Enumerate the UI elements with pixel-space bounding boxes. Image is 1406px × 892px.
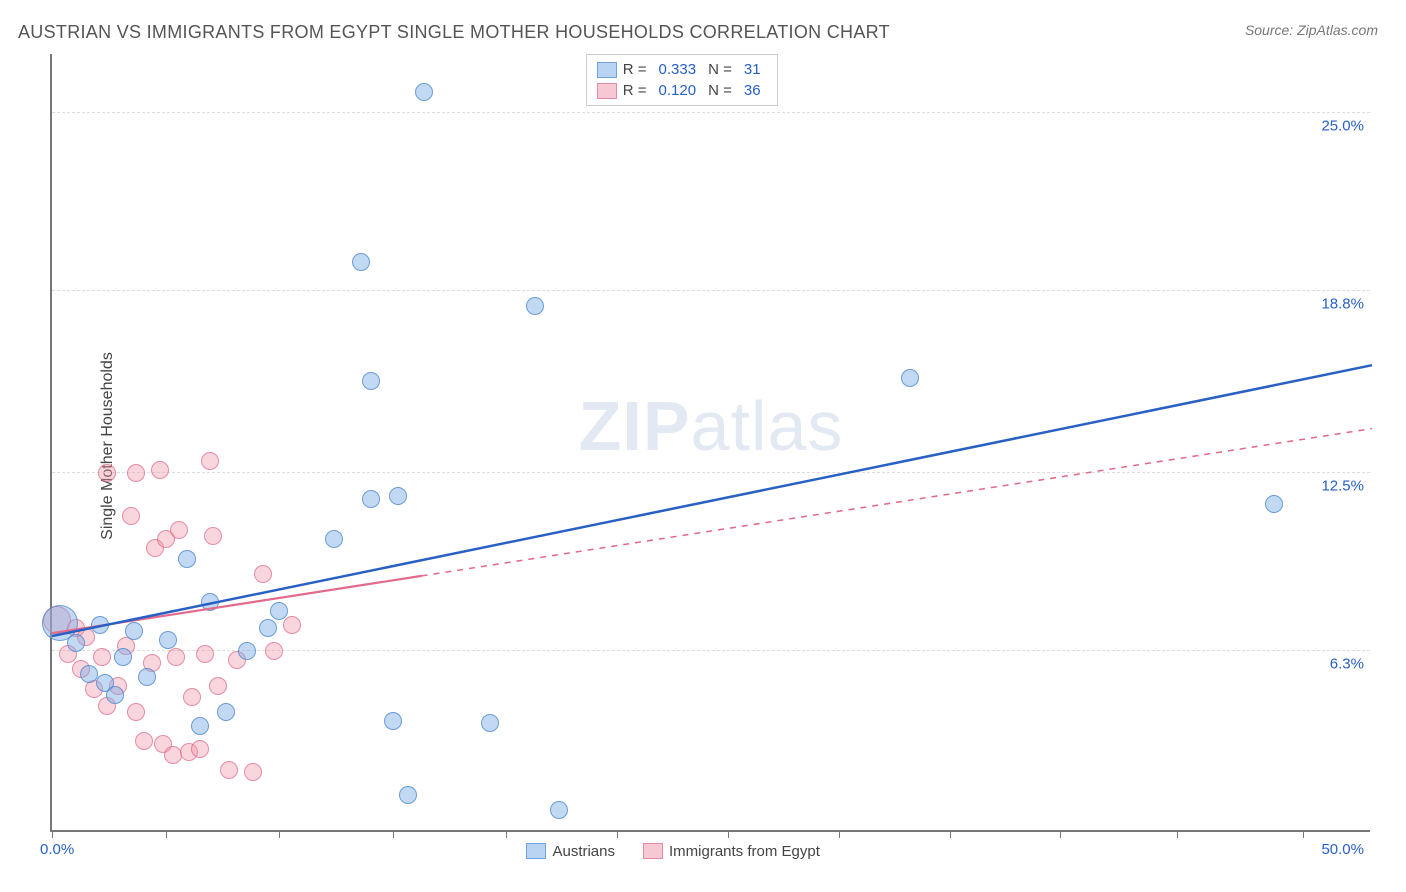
data-point [283,616,301,634]
data-point [167,648,185,666]
x-tick [52,830,53,838]
x-tick [839,830,840,838]
data-point [550,801,568,819]
n-value-b: 36 [744,82,761,99]
legend-item-b: Immigrants from Egypt [643,843,820,860]
x-tick [279,830,280,838]
data-point [151,461,169,479]
data-point [352,253,370,271]
data-point [127,703,145,721]
data-point [217,703,235,721]
legend-label-a: Austrians [552,843,615,860]
data-point [106,686,124,704]
x-tick [506,830,507,838]
data-point [127,464,145,482]
x-axis-min-label: 0.0% [40,841,74,858]
data-point [220,761,238,779]
x-tick [166,830,167,838]
legend-row-b: R = 0.120 N = 36 [597,80,767,101]
r-label: R = [623,61,647,78]
data-point [209,677,227,695]
legend-row-a: R = 0.333 N = 31 [597,59,767,80]
r-label: R = [623,82,647,99]
n-label: N = [708,61,732,78]
data-point [138,668,156,686]
data-point [389,487,407,505]
scatter-plot-area: ZIPatlas R = 0.333 N = 31 R = 0.120 N = … [50,54,1370,832]
series-legend: Austrians Immigrants from Egypt [526,843,819,860]
data-point [254,565,272,583]
data-point [183,688,201,706]
watermark-bold: ZIP [579,387,691,465]
data-point [238,642,256,660]
data-point [159,631,177,649]
data-point [122,507,140,525]
n-value-a: 31 [744,61,761,78]
data-point [204,527,222,545]
data-point [265,642,283,660]
data-point [526,297,544,315]
data-point [196,645,214,663]
data-point [135,732,153,750]
data-point [191,717,209,735]
x-tick [1177,830,1178,838]
data-point [170,521,188,539]
y-tick-label: 25.0% [1321,117,1364,134]
watermark: ZIPatlas [579,386,844,466]
x-tick [617,830,618,838]
data-point [901,369,919,387]
data-point [191,740,209,758]
data-point [67,634,85,652]
data-point [93,648,111,666]
gridline [52,290,1370,291]
data-point [384,712,402,730]
legend-label-b: Immigrants from Egypt [669,843,820,860]
data-point [201,593,219,611]
data-point [125,622,143,640]
x-tick [1060,830,1061,838]
data-point [362,372,380,390]
x-tick [1303,830,1304,838]
y-tick-label: 6.3% [1330,656,1364,673]
gridline [52,112,1370,113]
n-label: N = [708,82,732,99]
chart-title: AUSTRIAN VS IMMIGRANTS FROM EGYPT SINGLE… [18,22,890,43]
data-point [91,616,109,634]
trend-line [52,54,1372,832]
swatch-austrians-icon [597,62,617,78]
r-value-a: 0.333 [659,61,697,78]
data-point [270,602,288,620]
data-point [399,786,417,804]
data-point [259,619,277,637]
data-point [244,763,262,781]
r-value-b: 0.120 [659,82,697,99]
swatch-austrians-icon [526,843,546,859]
data-point [325,530,343,548]
watermark-light: atlas [691,387,844,465]
correlation-legend: R = 0.333 N = 31 R = 0.120 N = 36 [586,54,778,106]
data-point [362,490,380,508]
source-attribution: Source: ZipAtlas.com [1245,22,1378,38]
gridline [52,472,1370,473]
x-tick [950,830,951,838]
data-point [415,83,433,101]
y-tick-label: 12.5% [1321,477,1364,494]
data-point [481,714,499,732]
x-tick [393,830,394,838]
trend-line [52,54,1372,832]
swatch-egypt-icon [597,83,617,99]
data-point [201,452,219,470]
x-axis-max-label: 50.0% [1321,841,1364,858]
y-tick-label: 18.8% [1321,296,1364,313]
data-point [1265,495,1283,513]
data-point [114,648,132,666]
legend-item-a: Austrians [526,843,615,860]
x-tick [728,830,729,838]
data-point [98,464,116,482]
swatch-egypt-icon [643,843,663,859]
data-point [178,550,196,568]
